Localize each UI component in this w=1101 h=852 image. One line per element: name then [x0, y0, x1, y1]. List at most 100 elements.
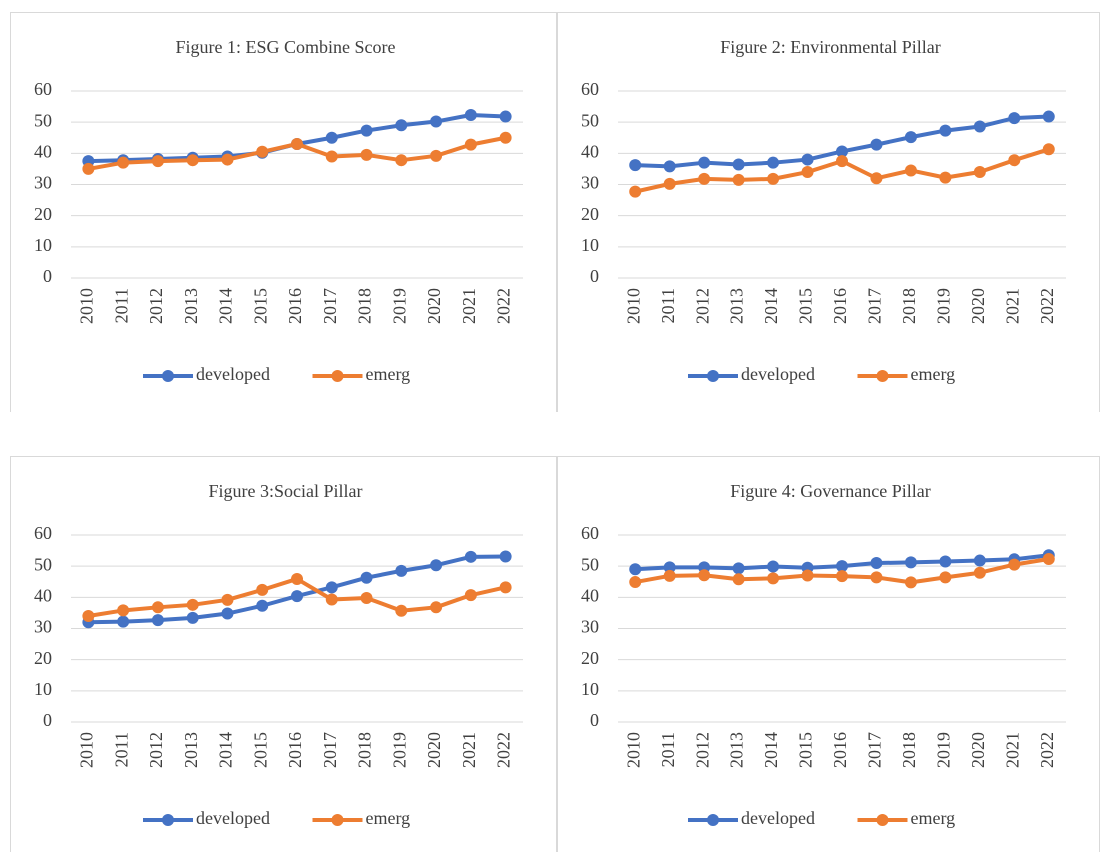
legend-label: developed [196, 808, 270, 828]
y-tick-label: 10 [34, 235, 52, 255]
legend-label: emerg [911, 364, 956, 384]
chart: Figure 3:Social Pillar 0 10 20 30 40 50 60 2010 2… [10, 456, 557, 852]
data-point [464, 550, 477, 563]
x-tick-label: 2010 [77, 732, 97, 768]
x-tick-label: 2019 [389, 732, 409, 768]
x-tick-label: 2018 [355, 732, 375, 768]
x-tick-label: 2014 [216, 288, 236, 324]
data-point [1008, 112, 1021, 125]
y-tick-label: 10 [34, 679, 52, 699]
legend-marker [876, 370, 889, 382]
data-point [82, 162, 95, 175]
x-tick-label: 2020 [968, 288, 988, 324]
data-point [151, 614, 164, 627]
x-tick-label: 2014 [761, 732, 781, 768]
data-point [732, 173, 745, 186]
data-point [732, 573, 745, 586]
chart-title: Figure 1: ESG Combine Score [176, 37, 396, 57]
x-tick-label: 2017 [320, 288, 340, 324]
data-point [732, 158, 745, 171]
x-tick-label: 2010 [623, 288, 643, 324]
data-point [801, 166, 814, 179]
data-point [870, 172, 883, 185]
y-tick-label: 20 [34, 648, 52, 668]
data-point [395, 604, 408, 617]
x-tick-label: 2016 [830, 288, 850, 324]
data-point [256, 599, 269, 612]
x-tick-label: 2016 [285, 288, 305, 324]
y-tick-label: 0 [590, 710, 599, 730]
y-tick-label: 30 [581, 617, 599, 637]
data-point [151, 155, 164, 168]
x-tick-label: 2011 [658, 732, 678, 767]
data-point [973, 120, 986, 133]
data-point [870, 138, 883, 151]
y-tick-label: 60 [581, 523, 599, 543]
data-point [767, 560, 780, 573]
y-tick-label: 10 [581, 679, 599, 699]
x-tick-label: 2012 [146, 732, 166, 768]
legend-marker [707, 814, 719, 826]
data-point [325, 593, 338, 606]
x-tick-label: 2012 [692, 732, 712, 768]
data-point [360, 124, 373, 137]
x-tick-label: 2011 [658, 288, 678, 323]
data-point [395, 154, 408, 167]
data-point [221, 153, 234, 166]
data-point [430, 601, 443, 614]
data-point [836, 155, 848, 168]
x-tick-label: 2017 [865, 732, 885, 768]
data-point [464, 138, 477, 151]
data-point [499, 550, 512, 563]
data-point [801, 153, 814, 166]
data-point [939, 555, 952, 568]
y-tick-label: 0 [43, 266, 52, 286]
data-point [663, 569, 676, 582]
y-tick-label: 20 [34, 204, 52, 224]
data-point [698, 172, 711, 185]
data-point [325, 150, 338, 163]
x-tick-label: 2013 [181, 288, 201, 324]
x-tick-label: 2015 [250, 732, 270, 768]
data-point [464, 108, 477, 121]
data-point [767, 156, 780, 169]
x-tick-label: 2020 [424, 288, 444, 324]
data-point [629, 159, 642, 172]
x-tick-label: 2018 [899, 288, 919, 324]
y-tick-label: 0 [590, 266, 599, 286]
x-tick-label: 2019 [934, 288, 954, 324]
chart-title: Figure 3:Social Pillar [209, 481, 363, 501]
data-point [360, 571, 373, 584]
data-point [325, 131, 338, 144]
x-tick-label: 2011 [111, 732, 131, 767]
legend-marker [331, 370, 344, 382]
data-point [82, 610, 95, 623]
data-point [291, 590, 303, 603]
data-point [973, 166, 986, 179]
data-point [256, 583, 269, 596]
legend-marker [331, 814, 344, 826]
data-point [904, 131, 917, 144]
data-point [698, 569, 711, 582]
chart: Figure 1: ESG Combine Score 0 10 20 30 40 50 60… [10, 12, 557, 412]
data-point [732, 562, 745, 575]
data-point [1042, 143, 1055, 156]
x-tick-label: 2012 [146, 288, 166, 324]
data-point [499, 581, 512, 594]
x-tick-label: 2017 [865, 288, 885, 324]
x-tick-label: 2013 [727, 732, 747, 768]
y-tick-label: 50 [34, 554, 52, 574]
y-tick-label: 20 [581, 204, 599, 224]
legend-label: emerg [911, 808, 956, 828]
chart-border [10, 12, 557, 412]
data-point [629, 185, 642, 198]
x-tick-label: 2013 [727, 288, 747, 324]
legend-label: developed [741, 364, 815, 384]
data-point [360, 148, 373, 161]
data-point [870, 557, 883, 570]
y-tick-label: 50 [581, 110, 599, 130]
x-tick-label: 2016 [285, 732, 305, 768]
chart-title: Figure 4: Governance Pillar [730, 481, 930, 501]
data-point [663, 561, 676, 574]
